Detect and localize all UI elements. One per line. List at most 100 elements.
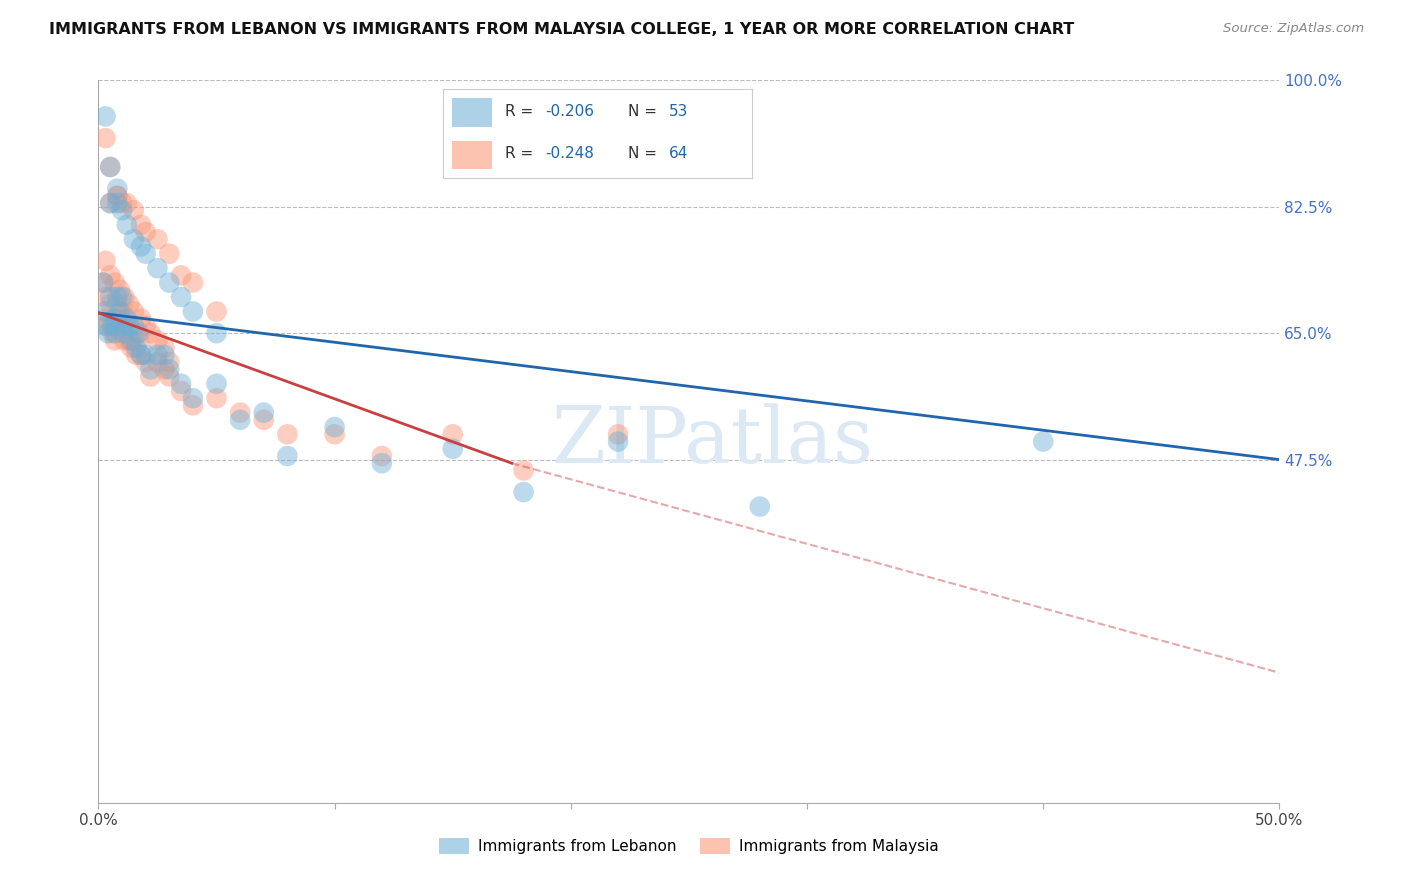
- Point: [157, 276, 180, 290]
- Point: [108, 283, 131, 297]
- Point: [153, 341, 176, 355]
- Point: [135, 225, 157, 239]
- Point: [94, 318, 117, 333]
- Point: [98, 268, 121, 283]
- Point: [108, 304, 131, 318]
- Point: [181, 398, 204, 412]
- Point: [118, 334, 141, 348]
- Point: [105, 182, 128, 196]
- Point: [129, 311, 152, 326]
- Text: ZIPatlas: ZIPatlas: [551, 404, 873, 479]
- Point: [104, 276, 127, 290]
- Point: [108, 311, 131, 326]
- Point: [129, 218, 152, 232]
- Point: [157, 362, 180, 376]
- Point: [97, 318, 120, 333]
- Point: [170, 268, 193, 283]
- Point: [323, 427, 346, 442]
- Point: [115, 318, 138, 333]
- Point: [98, 160, 121, 174]
- Point: [94, 110, 117, 124]
- Point: [105, 189, 128, 203]
- Point: [1032, 434, 1054, 449]
- Point: [122, 304, 145, 318]
- Point: [253, 406, 276, 420]
- Point: [111, 203, 134, 218]
- Point: [129, 348, 152, 362]
- Text: IMMIGRANTS FROM LEBANON VS IMMIGRANTS FROM MALAYSIA COLLEGE, 1 YEAR OR MORE CORR: IMMIGRANTS FROM LEBANON VS IMMIGRANTS FR…: [49, 22, 1074, 37]
- Point: [122, 232, 145, 246]
- Point: [129, 348, 152, 362]
- Point: [112, 290, 135, 304]
- Point: [181, 391, 204, 405]
- Point: [371, 456, 394, 470]
- Point: [229, 406, 252, 420]
- Point: [101, 318, 124, 333]
- Point: [135, 348, 157, 362]
- Point: [441, 442, 464, 456]
- Point: [276, 427, 298, 442]
- Point: [146, 334, 169, 348]
- Point: [105, 196, 128, 211]
- Point: [94, 304, 117, 318]
- Point: [748, 500, 770, 514]
- Point: [104, 318, 127, 333]
- Text: Source: ZipAtlas.com: Source: ZipAtlas.com: [1223, 22, 1364, 36]
- Point: [111, 318, 134, 333]
- Point: [157, 355, 180, 369]
- Point: [104, 311, 127, 326]
- Point: [181, 304, 204, 318]
- Point: [512, 463, 534, 477]
- Point: [105, 297, 128, 311]
- Point: [125, 341, 148, 355]
- Point: [122, 318, 145, 333]
- Point: [229, 413, 252, 427]
- Point: [105, 290, 128, 304]
- Point: [94, 290, 117, 304]
- Point: [205, 391, 228, 405]
- Point: [170, 384, 193, 398]
- Text: R =: R =: [505, 146, 538, 161]
- Point: [146, 348, 169, 362]
- Bar: [453, 98, 492, 127]
- Point: [104, 326, 127, 340]
- Point: [128, 334, 150, 348]
- Point: [111, 304, 134, 318]
- Point: [512, 485, 534, 500]
- Point: [94, 253, 117, 268]
- Point: [205, 304, 228, 318]
- Point: [135, 355, 157, 369]
- Point: [104, 334, 127, 348]
- Text: 64: 64: [669, 146, 688, 161]
- Text: -0.248: -0.248: [546, 146, 593, 161]
- Point: [118, 297, 141, 311]
- Point: [98, 160, 121, 174]
- Point: [98, 297, 121, 311]
- Text: N =: N =: [628, 104, 662, 120]
- Point: [253, 413, 276, 427]
- Point: [125, 348, 148, 362]
- Point: [135, 318, 157, 333]
- Text: R =: R =: [505, 104, 538, 120]
- Text: -0.206: -0.206: [546, 104, 593, 120]
- Point: [181, 276, 204, 290]
- Point: [94, 131, 117, 145]
- Point: [122, 203, 145, 218]
- Point: [153, 348, 176, 362]
- Text: 53: 53: [669, 104, 688, 120]
- Point: [153, 362, 176, 376]
- Point: [105, 189, 128, 203]
- Point: [98, 196, 121, 211]
- Point: [170, 290, 193, 304]
- Point: [205, 376, 228, 391]
- Point: [146, 355, 169, 369]
- Point: [91, 276, 114, 290]
- Point: [607, 434, 630, 449]
- Point: [139, 369, 162, 384]
- Point: [121, 341, 143, 355]
- Point: [157, 369, 180, 384]
- Point: [323, 420, 346, 434]
- Point: [146, 232, 169, 246]
- Point: [146, 261, 169, 276]
- Point: [139, 326, 162, 340]
